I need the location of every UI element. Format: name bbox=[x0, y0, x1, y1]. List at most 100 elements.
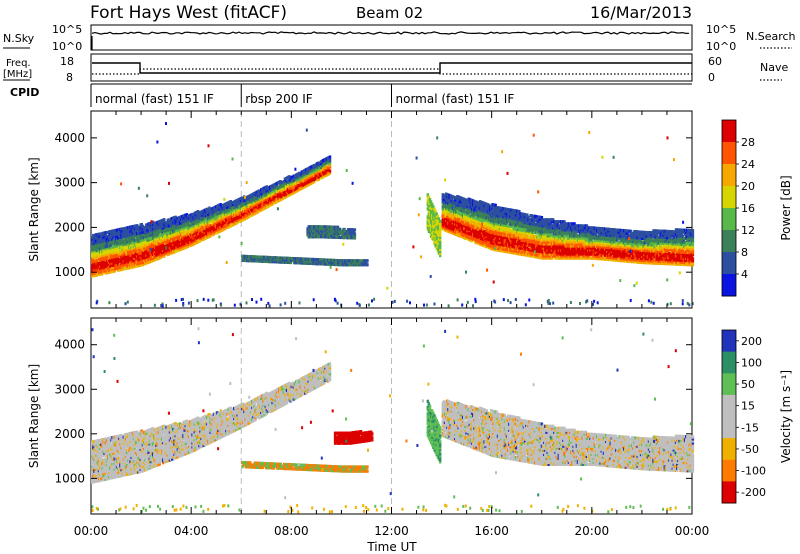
data-cell bbox=[196, 234, 200, 238]
data-cell bbox=[98, 262, 102, 266]
data-cell bbox=[120, 261, 123, 265]
data-cell bbox=[276, 199, 280, 203]
data-cell bbox=[285, 182, 289, 186]
data-cell bbox=[103, 243, 106, 247]
data-cell bbox=[139, 253, 142, 257]
data-cell bbox=[109, 262, 112, 266]
nsky-label: N.Sky bbox=[3, 32, 35, 45]
data-cell bbox=[272, 191, 275, 195]
data-cell bbox=[133, 250, 137, 254]
data-cell bbox=[276, 181, 280, 185]
data-cell bbox=[140, 237, 143, 241]
data-cell bbox=[102, 247, 105, 251]
data-cell bbox=[104, 233, 107, 237]
data-cell bbox=[306, 171, 309, 175]
data-cell bbox=[134, 228, 138, 232]
data-cell bbox=[92, 262, 95, 266]
data-cell bbox=[98, 232, 102, 236]
data-cell bbox=[97, 242, 101, 246]
data-cell bbox=[201, 234, 204, 238]
data-cell bbox=[116, 244, 120, 248]
data-cell bbox=[463, 232, 466, 236]
data-cell bbox=[132, 265, 136, 269]
data-cell bbox=[313, 180, 316, 184]
data-cell bbox=[116, 262, 120, 266]
data-cell bbox=[205, 221, 209, 225]
data-cell bbox=[97, 256, 101, 260]
data-cell bbox=[205, 231, 209, 235]
data-cell bbox=[134, 264, 138, 268]
data-cell bbox=[274, 194, 278, 198]
nave-trace bbox=[92, 68, 692, 75]
data-cell bbox=[102, 263, 105, 267]
data-cell bbox=[101, 272, 104, 276]
data-cell bbox=[276, 195, 280, 199]
data-cell bbox=[454, 216, 457, 220]
data-cell bbox=[125, 246, 129, 250]
data-cell bbox=[110, 233, 113, 238]
data-cell bbox=[196, 220, 200, 224]
data-cell bbox=[130, 247, 133, 251]
data-cell bbox=[201, 215, 204, 220]
data-cell bbox=[134, 244, 138, 248]
data-cell bbox=[116, 258, 120, 262]
data-cell bbox=[105, 242, 108, 247]
data-cell bbox=[276, 189, 280, 193]
data-cell bbox=[120, 237, 123, 241]
data-cell bbox=[136, 248, 139, 252]
data-cell bbox=[196, 218, 200, 222]
data-cell bbox=[281, 194, 284, 199]
data-cell bbox=[136, 224, 139, 228]
data-cell bbox=[134, 242, 138, 246]
data-cell bbox=[91, 250, 94, 254]
data-cell bbox=[97, 260, 101, 264]
data-cell bbox=[93, 237, 96, 241]
data-cell bbox=[151, 236, 155, 240]
data-cell bbox=[132, 232, 136, 237]
freq-trace bbox=[92, 62, 692, 74]
data-cell bbox=[113, 249, 116, 253]
data-cell bbox=[191, 212, 194, 216]
data-cell bbox=[281, 180, 284, 184]
data-cell bbox=[205, 207, 209, 211]
freq-panel bbox=[90, 53, 693, 82]
data-cell bbox=[119, 231, 122, 236]
data-cell bbox=[281, 182, 284, 186]
data-cell bbox=[134, 234, 138, 238]
data-cell bbox=[167, 252, 170, 256]
data-cell bbox=[201, 217, 204, 222]
data-cell bbox=[285, 180, 289, 184]
data-cell bbox=[196, 226, 200, 230]
data-cell bbox=[210, 229, 213, 233]
data-cell bbox=[196, 230, 200, 234]
data-cell bbox=[163, 254, 166, 258]
data-cell bbox=[201, 230, 204, 234]
data-cell bbox=[328, 163, 332, 167]
data-cell bbox=[205, 219, 209, 223]
data-cell bbox=[133, 246, 137, 250]
data-cell bbox=[256, 210, 260, 214]
data-cell bbox=[281, 190, 284, 195]
data-cell bbox=[130, 255, 133, 259]
data-cell bbox=[113, 269, 116, 273]
data-cell bbox=[276, 197, 280, 201]
data-cell bbox=[150, 243, 154, 247]
data-cell bbox=[201, 238, 204, 242]
data-cell bbox=[100, 244, 103, 248]
nsearch-label: N.Search bbox=[746, 30, 796, 43]
data-cell bbox=[328, 169, 332, 173]
data-cell bbox=[134, 238, 138, 242]
data-cell bbox=[94, 253, 97, 257]
data-cell bbox=[111, 253, 114, 257]
data-cell bbox=[472, 219, 475, 223]
data-cell bbox=[210, 207, 213, 211]
data-cell bbox=[276, 187, 280, 191]
data-cell bbox=[459, 224, 462, 228]
data-cell bbox=[205, 227, 209, 231]
data-cell bbox=[113, 243, 116, 247]
freq-tick-bottom: 8 bbox=[66, 71, 73, 84]
data-cell bbox=[167, 238, 170, 242]
data-cell bbox=[130, 251, 133, 255]
data-cell bbox=[134, 254, 138, 258]
data-cell bbox=[205, 213, 209, 217]
